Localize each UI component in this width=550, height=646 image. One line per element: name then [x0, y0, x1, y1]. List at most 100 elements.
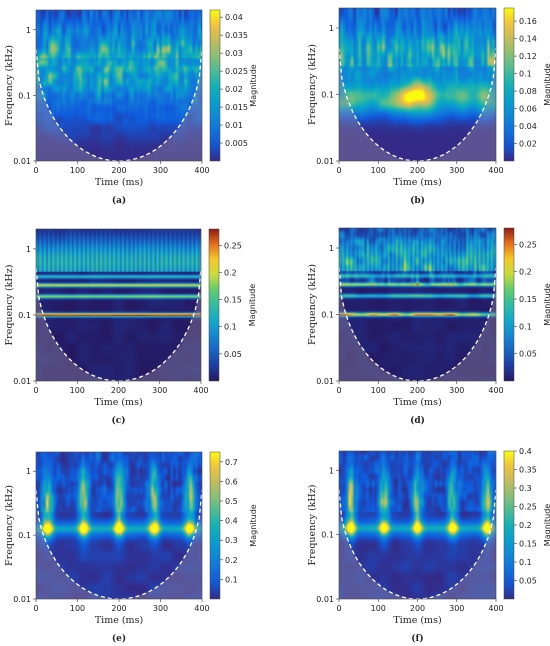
chart-panel-f: 0 100 200 300 400 1 0.1 0.01 Time (ms) Frequency …	[307, 447, 550, 644]
x-axis-label: Time (ms)	[95, 177, 143, 188]
chart-panel-d: 0 100 200 300 400 1 0.1 0.01 Time (ms) Frequency …	[307, 227, 550, 426]
x-tick-label: 400	[194, 604, 209, 613]
colorbar-label: Magnitude	[543, 283, 550, 325]
colorbar-tick-label: 0.05	[519, 577, 537, 586]
x-tick-label: 0	[33, 604, 38, 613]
colorbar-tick-label: 0.04	[225, 13, 243, 22]
y-tick-label: 0.1	[18, 91, 31, 100]
x-tick-label: 100	[371, 386, 386, 395]
x-tick-label: 100	[371, 604, 386, 613]
scalogram-heatmap	[36, 10, 202, 161]
y-tick-label: 1	[26, 245, 31, 254]
colorbar-tick-label: 0.1	[225, 575, 238, 584]
x-tick-label: 100	[371, 166, 386, 175]
scalogram-heatmap	[36, 452, 202, 599]
colorbar-tick-label: 0.14	[519, 35, 537, 44]
x-tick-label: 200	[111, 604, 126, 613]
x-tick-label: 0	[336, 386, 341, 395]
x-tick-label: 300	[449, 604, 464, 613]
cone-of-influence-line	[35, 268, 202, 382]
cone-of-influence-line	[35, 490, 203, 600]
colorbar-tick-label: 0.03	[225, 49, 243, 58]
x-tick-label: 200	[111, 386, 126, 395]
panel-caption: (c)	[112, 415, 126, 426]
colorbar-tick-label: 0.06	[519, 105, 537, 114]
chart-panel-c: 0 100 200 300 400 1 0.1 0.01 Time (ms) Frequency …	[4, 228, 257, 426]
scalogram-heatmap	[339, 451, 496, 599]
x-tick-label: 100	[70, 386, 85, 395]
x-tick-label: 100	[70, 604, 85, 613]
colorbar-tick-label: 0.35	[519, 466, 537, 475]
x-tick-label: 0	[336, 604, 341, 613]
colorbar-tick-label: 0.3	[225, 536, 238, 545]
y-tick-label: 1	[329, 24, 334, 33]
colorbar-tick-label: 0.16	[519, 17, 537, 26]
colorbar-tick-label: 0.6	[225, 477, 238, 486]
x-tick-label: 100	[70, 166, 85, 175]
colorbar-tick-label: 0.025	[225, 67, 248, 76]
colorbar-label: Magnitude	[249, 504, 258, 546]
y-tick-label: 0.1	[321, 91, 334, 100]
y-tick-label: 0.01	[316, 595, 334, 604]
y-tick-label: 1	[26, 467, 31, 476]
colorbar	[208, 228, 220, 382]
chart-panel-b: 0 100 200 300 400 1 0.1 0.01 Time (ms) Frequency …	[307, 7, 550, 206]
y-tick-label: 0.1	[18, 311, 31, 320]
colorbar	[503, 7, 515, 162]
x-tick-label: 300	[153, 604, 168, 613]
colorbar-tick-label: 0.25	[519, 240, 537, 249]
colorbar-tick-label: 0.2	[224, 268, 237, 277]
y-axis-label: Frequency (kHz)	[4, 265, 15, 346]
x-tick-label: 300	[449, 386, 464, 395]
x-tick-label: 0	[33, 386, 38, 395]
colorbar-tick-label: 0.01	[225, 121, 243, 130]
y-tick-label: 0.01	[13, 157, 31, 166]
y-tick-label: 0.1	[18, 531, 31, 540]
colorbar	[503, 450, 515, 600]
x-tick-label: 300	[152, 386, 167, 395]
colorbar-tick-label: 0.3	[519, 484, 532, 493]
scalogram-heatmap	[36, 229, 201, 381]
colorbar-tick-label: 0.5	[225, 497, 238, 506]
chart-panel-a: 0 100 200 300 400 1 0.1 0.01 Time (ms) Frequency …	[4, 9, 258, 206]
colorbar-tick-label: 0.035	[225, 31, 248, 40]
y-tick-label: 1	[26, 26, 31, 35]
cone-of-influence-line	[338, 267, 497, 382]
x-tick-label: 300	[153, 166, 168, 175]
colorbar-tick-label: 0.2	[225, 556, 238, 565]
colorbar-tick-label: 0.4	[519, 447, 532, 456]
colorbar-tick-label: 0.04	[519, 122, 537, 131]
y-tick-label: 0.01	[13, 377, 31, 386]
colorbar-tick-label: 0.05	[224, 350, 242, 359]
x-tick-label: 400	[194, 166, 209, 175]
x-axis-label: Time (ms)	[393, 615, 441, 626]
colorbar-tick-label: 0.02	[519, 140, 537, 149]
x-tick-label: 300	[449, 166, 464, 175]
colorbar-tick-label: 0.02	[225, 85, 243, 94]
y-axis-label: Frequency (kHz)	[4, 485, 15, 566]
y-axis-label: Frequency (kHz)	[4, 45, 15, 126]
colorbar-label: Magnitude	[249, 64, 258, 106]
cone-of-influence-line	[35, 49, 203, 162]
x-tick-label: 200	[410, 386, 425, 395]
y-tick-label: 1	[329, 466, 334, 475]
x-tick-label: 400	[488, 604, 503, 613]
y-tick-label: 0.01	[13, 595, 31, 604]
x-tick-label: 400	[193, 386, 208, 395]
colorbar	[209, 9, 221, 162]
panel-caption: (a)	[112, 195, 126, 206]
x-tick-label: 200	[410, 604, 425, 613]
panel-caption: (d)	[410, 415, 425, 426]
colorbar-tick-label: 0.015	[225, 103, 248, 112]
y-axis-label: Frequency (kHz)	[307, 485, 318, 566]
colorbar-tick-label: 0.05	[519, 350, 537, 359]
y-tick-label: 0.1	[321, 531, 334, 540]
colorbar-tick-label: 0.15	[519, 295, 537, 304]
x-tick-label: 0	[33, 166, 38, 175]
scalogram-heatmap	[339, 228, 496, 381]
x-tick-label: 400	[488, 386, 503, 395]
x-axis-label: Time (ms)	[95, 615, 143, 626]
colorbar-tick-label: 0.1	[224, 323, 237, 332]
x-axis-label: Time (ms)	[94, 397, 142, 408]
